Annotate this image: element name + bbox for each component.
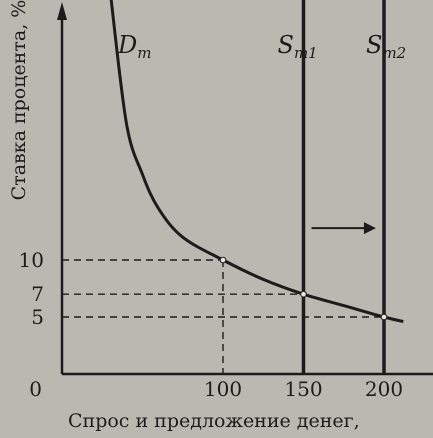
supply-label-sm2: Sm2 [366, 31, 406, 62]
intersection-point-1 [300, 290, 307, 298]
x-tick-label-200: 200 [365, 377, 403, 401]
shift-arrowhead [363, 222, 376, 235]
y-axis-label: Ставка процента, % [8, 0, 30, 200]
x-tick-label-100: 100 [204, 377, 242, 401]
guide-lines [62, 259, 385, 374]
intersection-point-0 [219, 256, 227, 264]
x-tick-label-150: 150 [284, 377, 322, 401]
y-tick-label-5: 5 [31, 305, 44, 329]
demand-curve [109, 0, 404, 324]
labels: 100 150 200 10 75 0 Спрос и предложение денег,… [8, 0, 406, 432]
y-tick-label-10: 10 [19, 248, 44, 272]
supply-label-sm1: Sm1 [278, 31, 318, 62]
demand-curve-label: Dm [117, 31, 151, 62]
y-axis-arrowhead [57, 2, 67, 20]
origin-label: 0 [29, 377, 42, 401]
curves [109, 0, 404, 374]
x-axis-label: Спрос и предложение денег, [68, 410, 360, 432]
axes [57, 2, 433, 376]
intersection-point-2 [380, 313, 388, 321]
y-tick-label-7: 7 [31, 282, 44, 306]
